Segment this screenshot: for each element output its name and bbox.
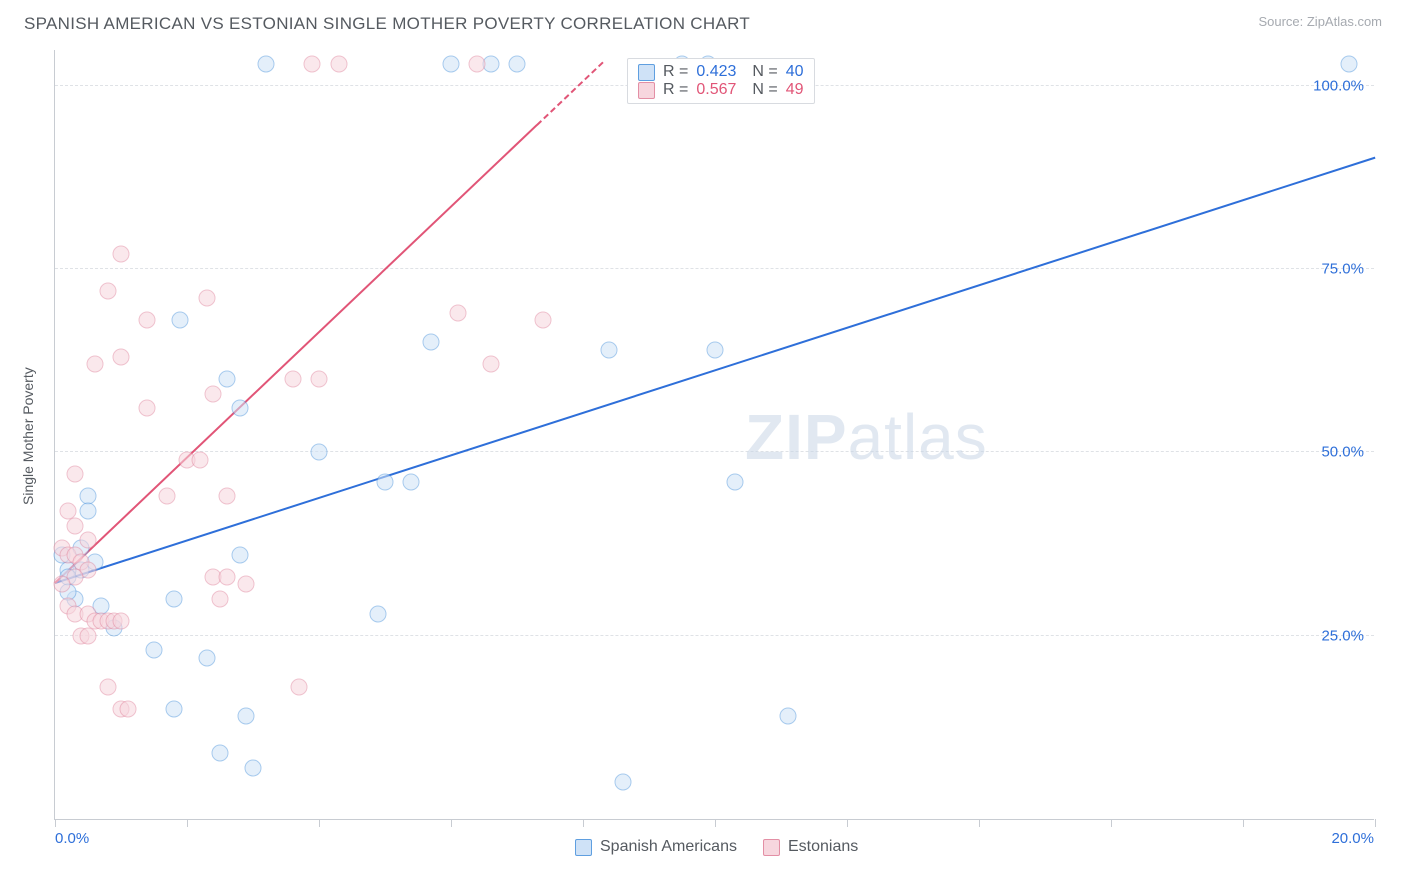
x-tick-label-min: 0.0% xyxy=(55,830,89,847)
source-attribution: Source: ZipAtlas.com xyxy=(1258,14,1382,29)
data-point xyxy=(601,341,618,358)
data-point xyxy=(231,400,248,417)
data-point xyxy=(80,503,97,520)
y-tick-label: 25.0% xyxy=(1321,627,1364,644)
legend-item: Estonians xyxy=(763,838,858,856)
data-point xyxy=(159,488,176,505)
trend-line xyxy=(55,157,1376,584)
legend-stats-row: R =0.567N =49 xyxy=(638,81,804,99)
data-point xyxy=(192,451,209,468)
legend-series: Spanish Americans Estonians xyxy=(575,838,858,856)
scatter-chart: 25.0%50.0%75.0%100.0%0.0%20.0%ZIPatlasR … xyxy=(54,50,1374,820)
data-point xyxy=(139,400,156,417)
data-point xyxy=(66,466,83,483)
data-point xyxy=(212,745,229,762)
x-tick xyxy=(55,819,56,827)
data-point xyxy=(86,356,103,373)
data-point xyxy=(218,488,235,505)
data-point xyxy=(726,473,743,490)
legend-swatch xyxy=(763,839,780,856)
y-tick-label: 75.0% xyxy=(1321,261,1364,278)
data-point xyxy=(311,444,328,461)
data-point xyxy=(165,591,182,608)
data-point xyxy=(482,356,499,373)
data-point xyxy=(304,55,321,72)
data-point xyxy=(80,532,97,549)
data-point xyxy=(146,642,163,659)
legend-stats-row: R =0.423N =40 xyxy=(638,63,804,81)
data-point xyxy=(231,547,248,564)
data-point xyxy=(370,605,387,622)
data-point xyxy=(205,385,222,402)
x-tick xyxy=(451,819,452,827)
gridline xyxy=(55,451,1374,452)
data-point xyxy=(614,774,631,791)
data-point xyxy=(535,312,552,329)
data-point xyxy=(66,517,83,534)
data-point xyxy=(218,569,235,586)
data-point xyxy=(80,627,97,644)
data-point xyxy=(330,55,347,72)
data-point xyxy=(779,708,796,725)
data-point xyxy=(238,576,255,593)
data-point xyxy=(53,576,70,593)
x-tick xyxy=(979,819,980,827)
x-tick xyxy=(1243,819,1244,827)
data-point xyxy=(238,708,255,725)
y-axis-label: Single Mother Poverty xyxy=(20,367,36,505)
chart-title: SPANISH AMERICAN VS ESTONIAN SINGLE MOTH… xyxy=(24,14,750,34)
data-point xyxy=(165,701,182,718)
y-tick-label: 100.0% xyxy=(1313,77,1364,94)
x-tick-label-max: 20.0% xyxy=(1331,830,1374,847)
data-point xyxy=(443,55,460,72)
gridline xyxy=(55,635,1374,636)
x-tick xyxy=(1375,819,1376,827)
data-point xyxy=(469,55,486,72)
legend-stats: R =0.423N =40R =0.567N =49 xyxy=(627,58,815,104)
data-point xyxy=(119,701,136,718)
data-point xyxy=(449,305,466,322)
x-tick xyxy=(319,819,320,827)
data-point xyxy=(291,679,308,696)
legend-label: Estonians xyxy=(788,838,858,856)
legend-swatch xyxy=(575,839,592,856)
data-point xyxy=(258,55,275,72)
data-point xyxy=(198,649,215,666)
data-point xyxy=(198,290,215,307)
data-point xyxy=(212,591,229,608)
data-point xyxy=(311,371,328,388)
gridline xyxy=(55,268,1374,269)
legend-swatch xyxy=(638,64,655,81)
data-point xyxy=(218,371,235,388)
data-point xyxy=(1340,55,1357,72)
y-tick-label: 50.0% xyxy=(1321,444,1364,461)
data-point xyxy=(707,341,724,358)
data-point xyxy=(245,759,262,776)
data-point xyxy=(99,283,116,300)
x-tick xyxy=(583,819,584,827)
trend-line xyxy=(536,62,603,126)
data-point xyxy=(113,349,130,366)
watermark: ZIPatlas xyxy=(745,400,988,474)
legend-item: Spanish Americans xyxy=(575,838,737,856)
x-tick xyxy=(187,819,188,827)
data-point xyxy=(113,613,130,630)
data-point xyxy=(377,473,394,490)
data-point xyxy=(172,312,189,329)
data-point xyxy=(99,679,116,696)
data-point xyxy=(403,473,420,490)
x-tick xyxy=(1111,819,1112,827)
data-point xyxy=(423,334,440,351)
x-tick xyxy=(715,819,716,827)
legend-swatch xyxy=(638,82,655,99)
data-point xyxy=(284,371,301,388)
data-point xyxy=(139,312,156,329)
x-tick xyxy=(847,819,848,827)
data-point xyxy=(113,246,130,263)
legend-label: Spanish Americans xyxy=(600,838,737,856)
data-point xyxy=(509,55,526,72)
